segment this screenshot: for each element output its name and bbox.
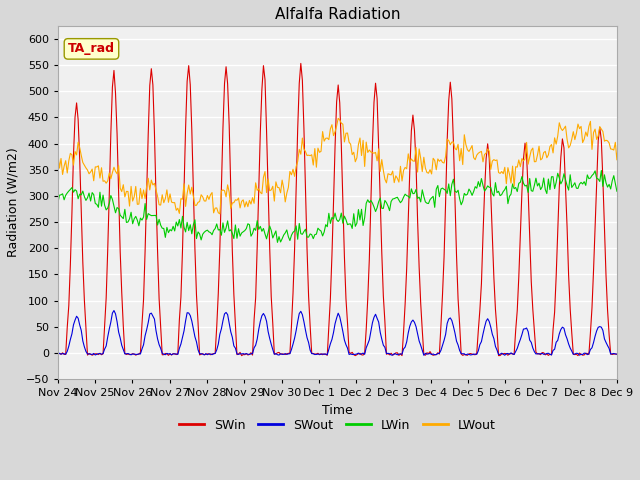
LWout (54, 150, 61, 156)
LWout (74, 139, 82, 145)
Title: Alfalfa Radiation: Alfalfa Radiation (275, 7, 400, 22)
Text: TA_rad: TA_rad (68, 42, 115, 55)
LWin (481, 188, 488, 194)
LWout (334, 116, 342, 121)
Legend: SWin, SWout, LWin, LWout: SWin, SWout, LWin, LWout (174, 413, 500, 436)
SWin (54, 351, 61, 357)
Line: LWout: LWout (58, 119, 640, 214)
SWin (483, 156, 490, 162)
SWout (74, 315, 82, 321)
SWin (571, 352, 579, 358)
SWout (571, 351, 579, 357)
SWout (110, 308, 118, 313)
Line: SWout: SWout (58, 311, 640, 355)
Line: LWin: LWin (58, 168, 640, 242)
SWin (297, 60, 305, 66)
LWin (93, 202, 100, 207)
SWout (483, 318, 490, 324)
LWin (362, 201, 370, 206)
X-axis label: Time: Time (322, 404, 353, 417)
SWin (238, 353, 246, 359)
LWin (274, 240, 282, 245)
Line: SWin: SWin (58, 63, 640, 356)
LWin (74, 196, 82, 202)
SWout (362, 345, 370, 350)
LWin (54, 200, 61, 206)
Y-axis label: Radiation (W/m2): Radiation (W/m2) (7, 148, 20, 257)
LWout (364, 150, 372, 156)
LWout (571, 137, 579, 143)
LWout (483, 150, 490, 156)
LWin (621, 165, 628, 171)
SWin (93, 351, 100, 357)
SWout (54, 351, 61, 357)
SWout (420, 352, 428, 358)
SWin (74, 117, 82, 122)
LWin (570, 182, 577, 188)
SWout (93, 351, 100, 357)
LWout (93, 164, 100, 170)
SWin (364, 296, 372, 301)
LWout (216, 211, 223, 216)
